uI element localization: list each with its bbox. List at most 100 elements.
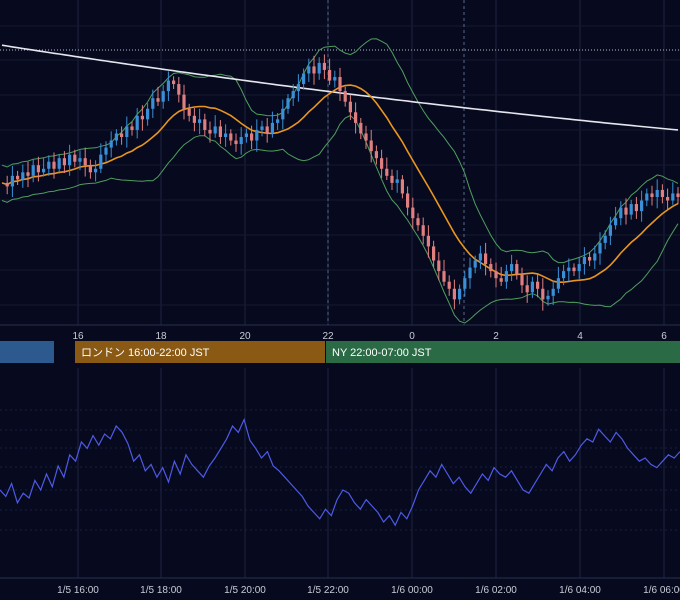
candle-body bbox=[260, 126, 264, 130]
candle-body bbox=[270, 122, 274, 134]
bollinger-upper-line bbox=[1, 38, 679, 264]
candle-body bbox=[265, 126, 269, 134]
candle-body bbox=[499, 278, 503, 282]
oscillator-x-tick: 1/6 06:00 bbox=[643, 585, 680, 596]
candle-body bbox=[296, 84, 300, 92]
session-ny-band bbox=[326, 341, 680, 363]
candle-body bbox=[291, 91, 295, 99]
candle-body bbox=[21, 172, 25, 180]
candle-body bbox=[229, 133, 233, 141]
price-x-tick: 22 bbox=[322, 331, 334, 342]
candle-body bbox=[458, 288, 462, 300]
candle-body bbox=[572, 267, 576, 272]
candle-body bbox=[640, 200, 644, 212]
oscillator-x-tick: 1/5 22:00 bbox=[307, 585, 349, 596]
candle-body bbox=[94, 168, 98, 173]
candle-body bbox=[614, 218, 618, 226]
candle-body bbox=[276, 119, 280, 123]
candle-body bbox=[374, 151, 378, 159]
candle-body bbox=[354, 112, 358, 123]
candle-body bbox=[73, 154, 77, 162]
candle-body bbox=[62, 158, 66, 166]
candle-body bbox=[390, 175, 394, 183]
candles bbox=[5, 54, 680, 311]
candle-body bbox=[588, 257, 592, 261]
candle-body bbox=[130, 126, 134, 130]
candle-body bbox=[489, 264, 493, 272]
candle-body bbox=[255, 129, 259, 141]
candle-body bbox=[478, 253, 482, 261]
oscillator-line bbox=[0, 417, 680, 527]
candle-body bbox=[208, 129, 212, 134]
session-london-band bbox=[75, 341, 325, 363]
candle-body bbox=[645, 193, 649, 201]
price-x-tick: 16 bbox=[72, 331, 84, 342]
candle-body bbox=[114, 133, 118, 141]
candle-body bbox=[395, 179, 399, 183]
price-x-tick: 18 bbox=[155, 331, 167, 342]
price-x-ticks: 16 18 20 22 0 2 4 6 bbox=[72, 331, 667, 342]
candle-body bbox=[608, 225, 612, 236]
candle-body bbox=[634, 204, 638, 212]
candle-body bbox=[218, 126, 222, 137]
candle-body bbox=[322, 62, 326, 70]
candle-body bbox=[166, 80, 170, 92]
candle-body bbox=[156, 98, 160, 102]
candle-body bbox=[406, 193, 410, 208]
candle-body bbox=[593, 253, 597, 261]
candle-body bbox=[343, 91, 347, 102]
candle-body bbox=[57, 158, 61, 169]
candle-body bbox=[198, 119, 202, 123]
candle-body bbox=[437, 260, 441, 272]
candle-body bbox=[307, 66, 311, 74]
candle-body bbox=[234, 140, 238, 145]
candle-body bbox=[442, 271, 446, 282]
candle-body bbox=[432, 246, 436, 261]
candle-body bbox=[411, 207, 415, 219]
price-x-tick: 4 bbox=[577, 331, 583, 342]
oscillator-x-tick: 1/6 02:00 bbox=[475, 585, 517, 596]
candle-body bbox=[47, 161, 51, 169]
candle-body bbox=[68, 154, 72, 166]
candle-body bbox=[676, 193, 680, 197]
candle-body bbox=[99, 154, 103, 169]
candle-body bbox=[494, 271, 498, 279]
candle-body bbox=[120, 133, 124, 137]
candle-body bbox=[473, 260, 477, 268]
candle-body bbox=[125, 126, 129, 137]
candle-body bbox=[364, 133, 368, 141]
candle-body bbox=[348, 101, 352, 113]
candle-body bbox=[577, 264, 581, 272]
candle-body bbox=[317, 62, 321, 74]
candle-body bbox=[541, 288, 545, 300]
candle-body bbox=[16, 175, 20, 180]
price-x-tick: 6 bbox=[661, 331, 667, 342]
candle-body bbox=[536, 281, 540, 289]
session-ny-label: NY 22:00-07:00 JST bbox=[332, 347, 432, 359]
candle-body bbox=[624, 207, 628, 215]
candle-body bbox=[671, 193, 675, 201]
candle-body bbox=[135, 115, 139, 130]
candle-body bbox=[328, 69, 332, 81]
candle-body bbox=[151, 98, 155, 109]
candle-body bbox=[629, 204, 633, 215]
candle-body bbox=[567, 267, 571, 272]
candle-body bbox=[510, 264, 514, 272]
candle-body bbox=[452, 288, 456, 300]
candle-body bbox=[551, 288, 555, 296]
candle-body bbox=[556, 278, 560, 289]
candle-body bbox=[468, 267, 472, 279]
oscillator-grid bbox=[0, 368, 680, 579]
oscillator-x-tick: 1/5 18:00 bbox=[140, 585, 182, 596]
candle-body bbox=[400, 179, 404, 194]
candle-body bbox=[78, 158, 82, 162]
candle-body bbox=[530, 281, 534, 293]
candle-body bbox=[26, 172, 30, 176]
candle-body bbox=[515, 264, 519, 275]
candle-body bbox=[463, 278, 467, 289]
candle-body bbox=[546, 295, 550, 300]
candle-body bbox=[333, 77, 337, 81]
price-x-tick: 20 bbox=[239, 331, 251, 342]
oscillator-x-ticks: 1/5 16:00 1/5 18:00 1/5 20:00 1/5 22:00 1/6 … bbox=[57, 585, 680, 596]
candle-body bbox=[146, 108, 150, 120]
